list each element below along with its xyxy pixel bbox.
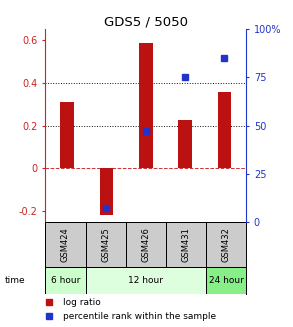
Bar <box>45 222 86 267</box>
Bar <box>206 267 246 294</box>
Text: 12 hour: 12 hour <box>128 276 163 285</box>
Bar <box>218 93 231 168</box>
Text: percentile rank within the sample: percentile rank within the sample <box>64 312 217 321</box>
Text: GSM425: GSM425 <box>101 227 110 262</box>
Text: time: time <box>5 276 26 285</box>
Bar <box>45 267 86 294</box>
Text: 24 hour: 24 hour <box>209 276 243 285</box>
Bar <box>100 168 113 215</box>
Text: log ratio: log ratio <box>64 298 101 307</box>
Bar <box>126 222 166 267</box>
Text: GSM426: GSM426 <box>141 227 150 262</box>
Bar <box>178 120 192 168</box>
Bar <box>86 267 206 294</box>
Text: 6 hour: 6 hour <box>51 276 80 285</box>
Title: GDS5 / 5050: GDS5 / 5050 <box>104 15 188 28</box>
Text: GSM432: GSM432 <box>222 227 231 262</box>
Text: GSM431: GSM431 <box>181 227 190 262</box>
Bar <box>60 102 74 168</box>
Bar <box>139 43 153 168</box>
Text: GSM424: GSM424 <box>61 227 70 262</box>
Bar <box>206 222 246 267</box>
Bar <box>166 222 206 267</box>
Bar <box>86 222 126 267</box>
